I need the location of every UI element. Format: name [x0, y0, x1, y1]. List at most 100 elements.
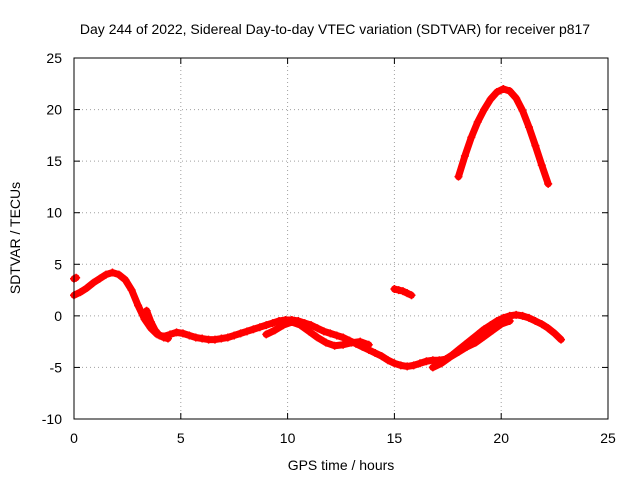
data-point	[313, 324, 322, 333]
data-point	[114, 270, 123, 279]
data-point	[155, 331, 164, 340]
data-point	[544, 179, 553, 188]
data-point	[296, 321, 305, 330]
data-point	[480, 325, 489, 334]
data-point	[304, 327, 313, 336]
x-tick-label: 0	[70, 430, 78, 446]
data-point	[243, 327, 252, 336]
data-point	[82, 284, 91, 293]
data-point	[492, 88, 501, 97]
y-tick-label: 20	[46, 102, 62, 118]
data-point	[268, 319, 277, 328]
data-point	[307, 321, 316, 330]
data-point	[396, 361, 405, 370]
data-point	[557, 335, 566, 344]
data-point	[467, 133, 476, 142]
data-point	[332, 331, 341, 340]
data-point	[383, 356, 392, 365]
data-point	[377, 352, 386, 361]
data-point	[480, 105, 489, 114]
data-point	[473, 117, 482, 126]
data-point	[518, 311, 527, 320]
data-point	[142, 306, 151, 315]
data-point	[505, 87, 514, 96]
data-point	[486, 95, 495, 104]
data-point	[198, 334, 207, 343]
x-tick-label: 5	[177, 430, 185, 446]
data-point	[531, 141, 540, 150]
series-group	[70, 268, 566, 371]
data-point	[223, 333, 232, 342]
data-point	[544, 324, 553, 333]
data-point	[428, 363, 437, 372]
data-point	[463, 342, 472, 351]
data-point	[398, 287, 407, 296]
data-series	[70, 84, 566, 372]
y-tick-label: -10	[42, 411, 62, 427]
data-point	[550, 329, 559, 338]
data-point	[322, 338, 331, 347]
series-line	[143, 307, 172, 343]
data-point	[262, 321, 271, 330]
data-point	[127, 286, 136, 295]
grid	[74, 58, 608, 419]
data-point	[403, 362, 412, 371]
series-group	[428, 317, 514, 372]
x-tick-label: 10	[280, 430, 296, 446]
data-point	[518, 106, 527, 115]
data-point	[326, 329, 335, 338]
x-tick-label: 20	[493, 430, 509, 446]
data-point	[499, 84, 508, 93]
plot-frame	[73, 57, 609, 420]
data-point	[445, 353, 454, 362]
data-point	[339, 340, 348, 349]
data-point	[319, 327, 328, 336]
data-point	[454, 172, 463, 181]
x-tick-label: 25	[600, 430, 616, 446]
data-point	[512, 310, 521, 319]
data-point	[347, 338, 356, 347]
data-point	[159, 333, 168, 342]
x-tick-label: 15	[387, 430, 403, 446]
data-point	[146, 318, 155, 327]
data-point	[537, 320, 546, 329]
data-point	[230, 331, 239, 340]
data-point	[460, 151, 469, 160]
data-point	[524, 313, 533, 322]
data-point	[249, 325, 258, 334]
data-point	[108, 268, 117, 277]
data-point	[356, 337, 365, 346]
data-point	[488, 326, 497, 335]
data-point	[454, 347, 463, 356]
data-point	[185, 331, 194, 340]
data-point	[151, 326, 160, 335]
data-point	[121, 275, 130, 284]
series-group	[142, 306, 172, 343]
data-point	[471, 338, 480, 347]
data-point	[437, 359, 446, 368]
data-point	[512, 94, 521, 103]
data-point	[407, 291, 416, 300]
series-group	[454, 84, 553, 188]
data-point	[394, 286, 403, 295]
data-point	[236, 329, 245, 338]
data-point	[390, 285, 399, 294]
data-point	[255, 323, 264, 332]
data-point	[505, 317, 514, 326]
data-point	[72, 273, 81, 282]
data-point	[95, 274, 104, 283]
series-group	[262, 318, 373, 350]
data-point	[330, 341, 339, 350]
data-point	[531, 317, 540, 326]
data-point	[76, 288, 85, 297]
y-tick-label: 25	[46, 50, 62, 66]
series-line	[429, 317, 514, 371]
data-point	[102, 270, 111, 279]
data-point	[262, 330, 271, 339]
data-point	[279, 321, 288, 330]
data-point	[270, 326, 279, 335]
y-tick-label: -5	[50, 359, 63, 375]
data-point	[409, 361, 418, 370]
data-point	[287, 318, 296, 327]
